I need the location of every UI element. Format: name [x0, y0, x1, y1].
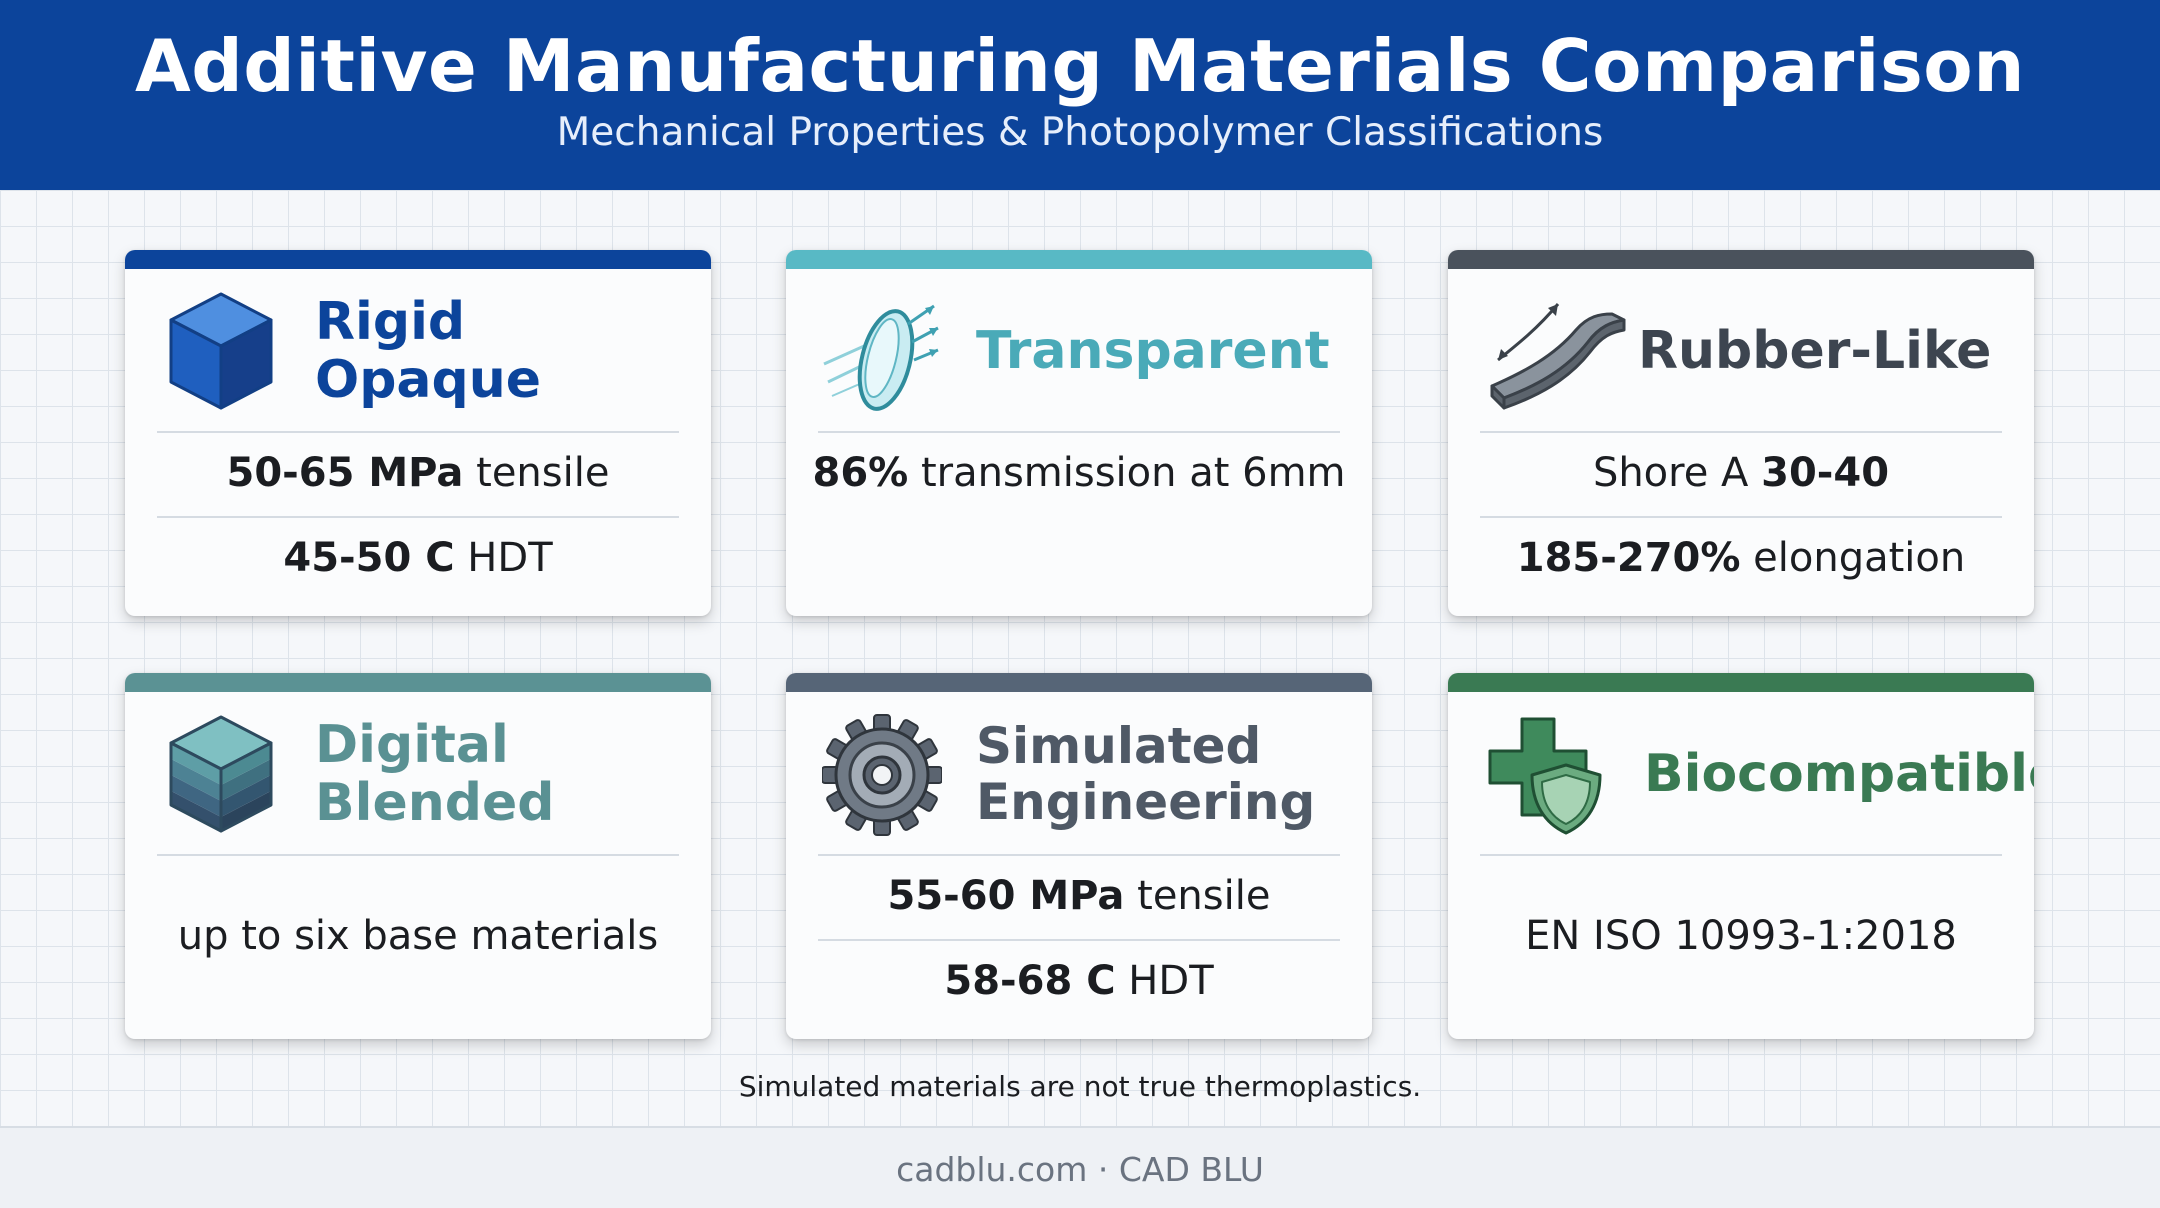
property-value: 185-270%: [1516, 535, 1741, 581]
property-line: 50-65 MPa tensile: [125, 450, 711, 496]
property-line: EN ISO 10993-1:2018: [1448, 913, 2034, 959]
card-digital-blended: Digital Blended up to six base materials: [125, 673, 711, 1039]
card-accent-bar: [125, 673, 711, 692]
property-label: Shore A: [1592, 450, 1762, 496]
page-subtitle: Mechanical Properties & Photopolymer Cla…: [556, 110, 1604, 155]
card-divider: [157, 431, 679, 433]
card-divider: [818, 939, 1340, 941]
property-line: 55-60 MPa tensile: [786, 873, 1372, 919]
card-divider: [818, 854, 1340, 856]
property-line: 58-68 C HDT: [786, 958, 1372, 1004]
property-label: tensile: [463, 450, 610, 496]
card-simulated-engineering: Simulated Engineering 55-60 MPa tensile …: [786, 673, 1372, 1039]
card-title: Rubber-Like: [1638, 320, 1992, 381]
card-divider: [818, 431, 1340, 433]
card-accent-bar: [125, 250, 711, 269]
property-value: 30-40: [1761, 450, 1890, 496]
property-value: 58-68 C: [944, 958, 1116, 1004]
page-title: Additive Manufacturing Materials Compari…: [134, 24, 2026, 108]
card-divider: [157, 516, 679, 518]
property-label: tensile: [1124, 873, 1271, 919]
property-label: EN ISO 10993-1:2018: [1525, 913, 1957, 959]
property-label: transmission at 6mm: [908, 450, 1346, 496]
card-divider: [1480, 516, 2002, 518]
lens-icon: [822, 286, 942, 416]
footer: cadblu.com · CAD BLU: [0, 1126, 2160, 1208]
property-value: 55-60 MPa: [887, 873, 1125, 919]
cube-icon: [161, 286, 281, 416]
card-accent-bar: [786, 250, 1372, 269]
property-line: 185-270% elongation: [1448, 535, 2034, 581]
property-value: 86%: [812, 450, 909, 496]
card-biocompatible: Biocompatible EN ISO 10993-1:2018: [1448, 673, 2034, 1039]
gear-icon: [822, 709, 942, 839]
medical-shield-icon: [1484, 709, 1604, 839]
card-title-line1: Simulated: [976, 717, 1262, 775]
card-accent-bar: [1448, 250, 2034, 269]
card-divider: [1480, 431, 2002, 433]
footer-credit: cadblu.com · CAD BLU: [896, 1150, 1264, 1189]
property-line: 45-50 C HDT: [125, 535, 711, 581]
card-accent-bar: [786, 673, 1372, 692]
property-line: 86% transmission at 6mm: [786, 450, 1372, 496]
property-value: 50-65 MPa: [226, 450, 464, 496]
card-divider: [157, 854, 679, 856]
card-title: Rigid Opaque: [315, 291, 542, 410]
flex-strip-icon: [1484, 286, 1634, 416]
property-line: Shore A 30-40: [1448, 450, 2034, 496]
header-banner: Additive Manufacturing Materials Compari…: [0, 0, 2160, 190]
card-accent-bar: [1448, 673, 2034, 692]
property-value: 45-50 C: [283, 535, 455, 581]
card-transparent: Transparent 86% transmission at 6mm: [786, 250, 1372, 616]
property-line: up to six base materials: [125, 913, 711, 959]
card-title: Simulated Engineering: [976, 717, 1352, 831]
property-label: HDT: [1115, 958, 1214, 1004]
layered-cube-icon: [161, 709, 281, 839]
card-rigid-opaque: Rigid Opaque 50-65 MPa tensile 45-50 C H…: [125, 250, 711, 616]
property-label: HDT: [454, 535, 553, 581]
card-title-line2: Engineering: [976, 773, 1316, 831]
card-title: Transparent: [976, 320, 1330, 381]
property-label: up to six base materials: [177, 913, 659, 959]
card-rubber-like: Rubber-Like Shore A 30-40 185-270% elong…: [1448, 250, 2034, 616]
property-label: elongation: [1740, 535, 1966, 581]
card-title: Biocompatible: [1644, 743, 2034, 804]
footnote: Simulated materials are not true thermop…: [738, 1070, 1422, 1103]
card-title: Digital Blended: [315, 714, 555, 833]
card-divider: [1480, 854, 2002, 856]
